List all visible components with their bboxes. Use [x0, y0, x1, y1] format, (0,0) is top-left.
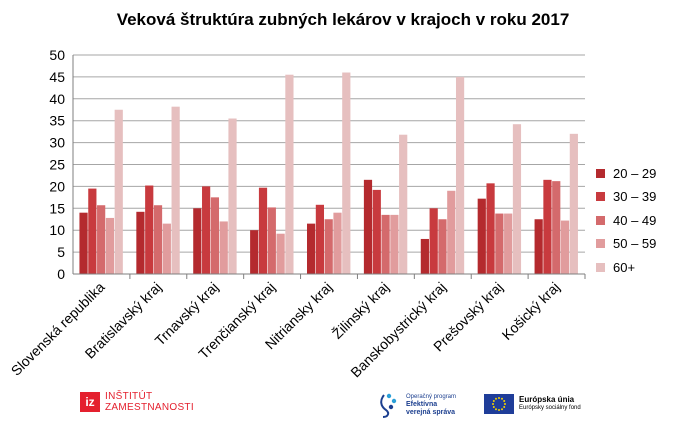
bar: Trenčianský kraj · 40 – 49: 15.2 — [267, 207, 276, 274]
bar: Nitriansky kraj · 30 – 39: 15.8 — [315, 204, 324, 274]
bar: Košický kraj · 30 – 39: 21.5 — [543, 179, 552, 274]
bar: Trnavský kraj · 30 – 39: 20 — [202, 186, 211, 274]
bar: Žilinský kraj · 40 – 49: 13.5 — [381, 214, 390, 274]
bar: Trnavský kraj · 20 – 29: 15 — [193, 208, 202, 274]
bar: Košický kraj · 20 – 29: 12.5 — [534, 219, 543, 274]
legend: 20 – 29 30 – 39 40 – 49 50 – 59 60+ — [596, 162, 656, 280]
bar: Prešovský kraj · 40 – 49: 13.8 — [495, 213, 504, 274]
legend-label: 60+ — [613, 259, 636, 275]
iz-logo-line1: INŠTITÚT — [105, 391, 153, 402]
bar: Slovenská republika · 40 – 49: 15.7 — [97, 205, 106, 274]
eu-logo-subtitle: Európsky sociálny fond — [519, 405, 581, 411]
bar: Košický kraj · 60+: 32 — [569, 133, 578, 274]
bar: Banskobystrický kraj · 60+: 45 — [455, 76, 465, 275]
op-logo-line2: Efektívna — [406, 400, 438, 408]
bar: Žilinský kraj · 50 – 59: 13.5 — [390, 214, 399, 274]
y-tick-label: 45 — [49, 69, 65, 85]
y-tick-label: 15 — [49, 200, 65, 216]
legend-item: 40 – 49 — [596, 209, 656, 231]
bar: Košický kraj · 40 – 49: 21.2 — [552, 181, 561, 274]
bar: Nitriansky kraj · 60+: 46 — [342, 72, 351, 275]
institut-zamestnanosti-logo: iz INŠTITÚT ZAMESTNANOSTI — [80, 391, 194, 413]
op-emblem-icon — [380, 393, 397, 418]
y-tick-label: 5 — [57, 244, 65, 260]
bar: Prešovský kraj · 50 – 59: 13.8 — [504, 213, 513, 274]
bar: Košický kraj · 50 – 59: 12.2 — [560, 220, 570, 274]
op-efektivna-verejna-sprava-logo: Operačný program Efektívna verejná správ… — [378, 392, 456, 418]
bar: Prešovský kraj · 30 – 39: 20.7 — [486, 183, 495, 274]
bar: Trnavský kraj · 40 – 49: 17.5 — [210, 197, 220, 274]
bars-layer: Slovenská republika · 20 – 29: 14Slovens… — [79, 72, 578, 275]
iz-logo-mark: iz — [80, 392, 100, 412]
bar: Bratislavský kraj · 40 – 49: 15.7 — [153, 205, 163, 274]
bar: Trenčianský kraj · 30 – 39: 19.7 — [258, 187, 268, 274]
bar: Bratislavský kraj · 50 – 59: 11.5 — [162, 223, 171, 274]
x-category-label: Slovenská republika — [8, 279, 108, 379]
x-category-label: Košický kraj — [499, 279, 563, 343]
x-category-label: Žilinský kraj — [329, 279, 392, 342]
legend-swatch — [596, 215, 605, 225]
eu-logo-text: Európska únia Európsky sociálny fond — [519, 395, 581, 413]
chart-title: Veková štruktúra zubných lekárov v krajo… — [116, 10, 570, 29]
bar: Banskobystrický kraj · 30 – 39: 15 — [429, 208, 438, 274]
bar: Trenčianský kraj · 50 – 59: 9.2 — [276, 233, 285, 274]
bar: Žilinský kraj · 20 – 29: 21.5 — [363, 179, 373, 274]
bar: Trenčianský kraj · 20 – 29: 10 — [250, 230, 259, 274]
bar: Nitriansky kraj · 20 – 29: 11.5 — [307, 223, 316, 274]
bar: Žilinský kraj · 60+: 31.8 — [399, 134, 408, 274]
bar: Prešovský kraj · 60+: 34.2 — [512, 124, 522, 274]
legend-swatch — [596, 168, 605, 178]
y-tick-label: 25 — [49, 157, 65, 173]
bar: Slovenská republika · 50 – 59: 12.8 — [105, 217, 115, 274]
iz-logo-text: INŠTITÚT ZAMESTNANOSTI — [105, 391, 194, 413]
bar: Banskobystrický kraj · 20 – 29: 8 — [420, 238, 429, 274]
bar: Trnavský kraj · 60+: 35.5 — [228, 118, 237, 274]
bar: Prešovský kraj · 20 – 29: 17.2 — [477, 198, 486, 274]
legend-swatch — [596, 192, 605, 201]
legend-swatch — [596, 262, 605, 272]
bar: Banskobystrický kraj · 50 – 59: 19 — [447, 190, 456, 274]
legend-item: 50 – 59 — [596, 233, 656, 255]
legend-swatch — [596, 239, 605, 248]
y-tick-label: 40 — [49, 91, 65, 107]
bar: Slovenská republika · 60+: 37.5 — [114, 109, 123, 274]
bar: Bratislavský kraj · 20 – 29: 14.2 — [136, 211, 145, 274]
bar: Slovenská republika · 30 – 39: 19.5 — [88, 188, 97, 274]
bar: Žilinský kraj · 30 – 39: 19.2 — [372, 189, 381, 274]
y-tick-label: 10 — [49, 222, 65, 238]
y-tick-label: 20 — [49, 178, 65, 194]
bar: Banskobystrický kraj · 40 – 49: 12.5 — [438, 219, 447, 274]
op-logo-text: Operačný program Efektívna verejná správ… — [406, 394, 456, 417]
legend-label: 50 – 59 — [613, 236, 657, 251]
bar: Bratislavský kraj · 30 – 39: 20.2 — [145, 185, 154, 274]
eu-flag-icon — [484, 394, 514, 414]
bar: Trnavský kraj · 50 – 59: 12 — [219, 221, 228, 274]
legend-label: 40 – 49 — [613, 212, 657, 228]
legend-item: 30 – 39 — [596, 186, 656, 208]
eu-logo-title: Európska únia — [519, 395, 575, 404]
eu-logo: Európska únia Európsky sociálny fond — [484, 394, 581, 414]
legend-label: 20 – 29 — [613, 165, 657, 181]
bar: Slovenská republika · 20 – 29: 14 — [79, 212, 88, 274]
y-tick-label: 35 — [49, 113, 65, 129]
bar: Nitriansky kraj · 50 – 59: 14 — [333, 212, 342, 274]
op-logo-line1: Operačný program — [406, 393, 457, 400]
y-tick-label: 50 — [49, 47, 65, 63]
iz-logo-line2: ZAMESTNANOSTI — [105, 402, 194, 413]
legend-item: 60+ — [596, 256, 656, 278]
x-category-label: Banskobystrický kraj — [347, 279, 449, 381]
y-tick-label: 0 — [57, 266, 65, 282]
bar: Bratislavský kraj · 60+: 38.2 — [171, 106, 180, 275]
bar: Nitriansky kraj · 40 – 49: 12.5 — [324, 219, 333, 274]
legend-label: 30 – 39 — [613, 189, 657, 204]
op-logo-line3: verejná správa — [406, 408, 456, 416]
y-tick-label: 30 — [49, 135, 65, 151]
legend-item: 20 – 29 — [596, 162, 656, 184]
bar: Trenčianský kraj · 60+: 45.5 — [285, 74, 294, 275]
